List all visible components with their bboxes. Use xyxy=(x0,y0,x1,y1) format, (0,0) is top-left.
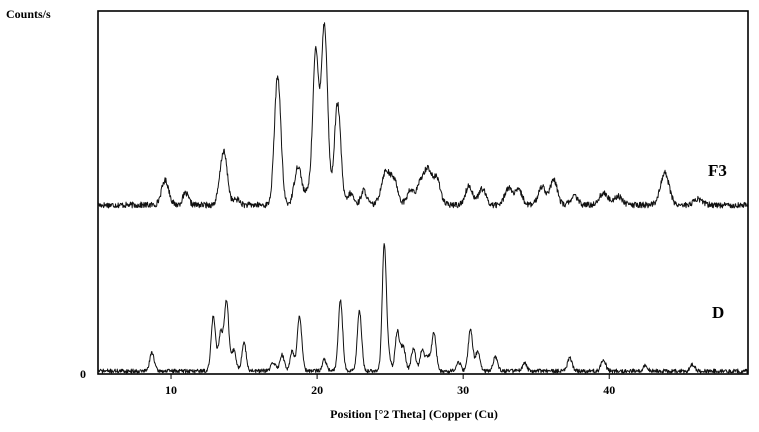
x-tick-label: 10 xyxy=(165,383,177,397)
x-tick-label: 30 xyxy=(457,383,469,397)
series-label-f3: F3 xyxy=(708,161,727,180)
series-trace-d xyxy=(97,243,749,374)
plot-frame xyxy=(97,10,749,375)
x-axis-label: Position [°2 Theta] (Copper (Cu) xyxy=(330,407,498,421)
series-trace-f3 xyxy=(97,22,749,209)
x-tick-label: 20 xyxy=(311,383,323,397)
series-label-d: D xyxy=(712,303,724,322)
y-axis-label: Counts/s xyxy=(6,7,51,21)
diffraction-traces xyxy=(97,22,749,374)
y-tick-label-0: 0 xyxy=(80,367,86,381)
x-axis-ticks: 10 20 30 40 xyxy=(165,374,615,397)
x-tick-label: 40 xyxy=(603,383,615,397)
